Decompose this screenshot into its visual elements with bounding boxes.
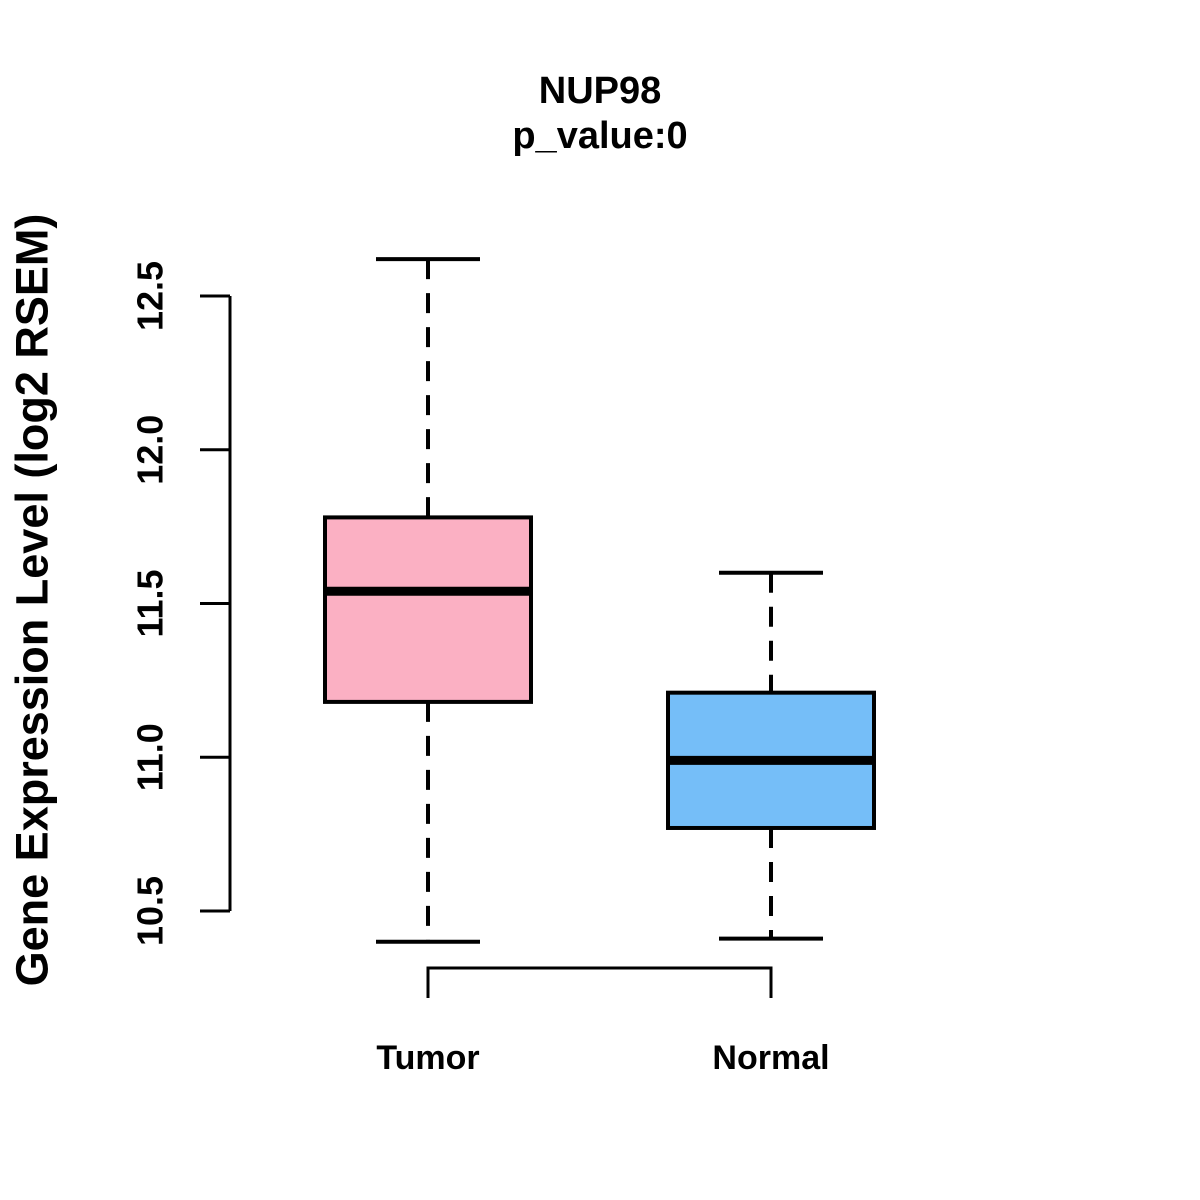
y-tick-label: 11.5: [130, 569, 171, 637]
chart-title: NUP98: [538, 70, 662, 112]
y-tick-label: 12.5: [130, 261, 171, 331]
tumor-box: [323, 515, 533, 704]
y-axis-title: Gene Expression Level (log2 RSEM): [6, 213, 58, 987]
x-axis-bracket: [426, 966, 773, 998]
y-tick-label: 12.0: [130, 415, 171, 485]
x-category-label-normal: Normal: [712, 1039, 829, 1077]
y-tick-label: 11.0: [130, 723, 171, 791]
y-tick-label: 10.5: [130, 876, 171, 946]
chart-subtitle: p_value:0: [512, 115, 688, 157]
x-category-label-tumor: Tumor: [376, 1039, 479, 1077]
